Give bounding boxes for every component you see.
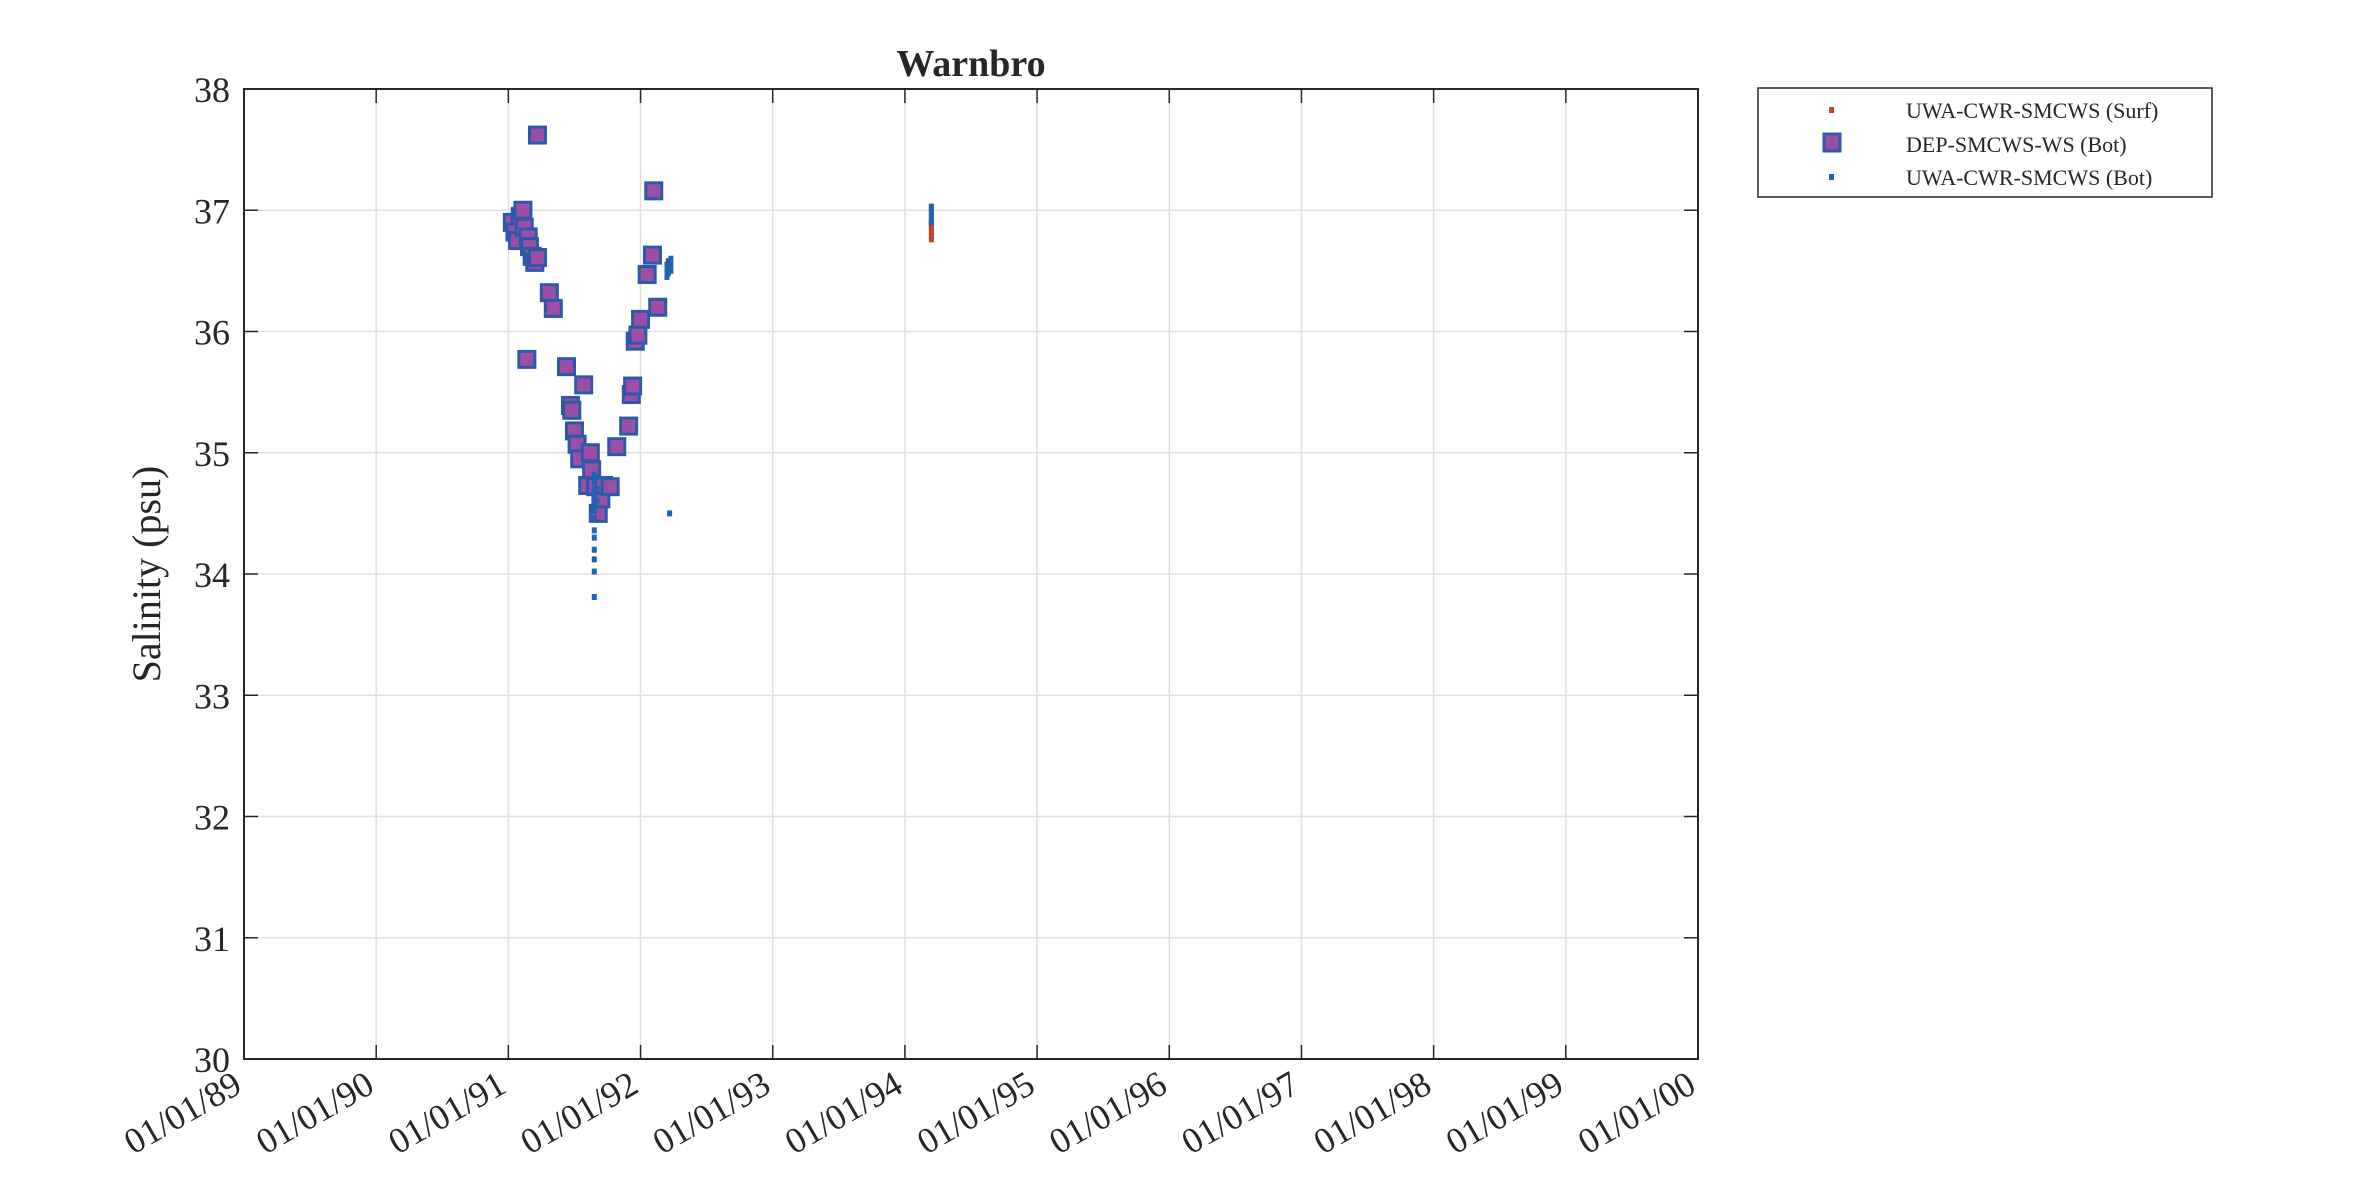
legend: UWA-CWR-SMCWS (Surf) DEP-SMCWS-WS (Bot) …: [1757, 87, 2213, 198]
data-point-surf: [928, 232, 934, 239]
data-point-bot: [928, 213, 934, 220]
data-point-dep: [539, 283, 559, 303]
data-point-dep: [648, 297, 668, 317]
data-point-bot: [591, 493, 597, 500]
y-tick-label: 30: [194, 1040, 230, 1080]
data-point-dep: [644, 181, 664, 201]
data-point-dep: [619, 416, 639, 436]
x-tick-labels: 01/01/89 01/01/90 01/01/91 01/01/92 01/01/93…: [117, 1063, 1702, 1162]
x-tick-label: 01/01/94: [778, 1063, 909, 1162]
data-point-bot: [591, 478, 597, 485]
data-point-bot: [591, 534, 597, 541]
data-point-dep: [628, 325, 648, 345]
data-point-dep: [543, 298, 563, 318]
x-tick-label: 01/01/90: [249, 1063, 380, 1162]
legend-marker-bot: [1829, 174, 1834, 180]
x-tick-label: 01/01/96: [1042, 1063, 1173, 1162]
x-tick-label: 01/01/97: [1175, 1063, 1306, 1162]
data-point-dep: [637, 265, 657, 285]
data-point-dep: [600, 477, 620, 497]
y-tick-label: 35: [194, 434, 230, 474]
data-point-bot: [668, 267, 674, 274]
data-point-bot: [591, 556, 597, 563]
data-point-dep: [562, 400, 582, 420]
data-point-bot: [667, 510, 673, 517]
data-point-bot: [591, 546, 597, 553]
data-point-dep: [580, 443, 600, 463]
y-tick-label: 38: [194, 70, 230, 110]
data-point-dep: [513, 200, 533, 220]
legend-label-surf: UWA-CWR-SMCWS (Surf): [1906, 98, 2158, 123]
x-tick-label: 01/01/95: [910, 1063, 1041, 1162]
data-point-bot: [928, 203, 934, 210]
axes: [243, 88, 1699, 1060]
data-point-bot: [594, 474, 600, 480]
data-point-bot: [668, 255, 674, 262]
legend-label-bot: UWA-CWR-SMCWS (Bot): [1906, 165, 2152, 190]
data-point-bot: [664, 261, 670, 268]
data-point-bot: [594, 486, 600, 493]
legend-entry-bot: UWA-CWR-SMCWS (Bot): [1829, 165, 2152, 190]
data-point-dep: [607, 437, 627, 457]
x-tick-label: 01/01/93: [646, 1063, 777, 1162]
data-layer: [502, 125, 934, 601]
y-tick-label: 37: [194, 191, 230, 231]
data-point-bot: [594, 498, 600, 505]
legend-label-dep: DEP-SMCWS-WS (Bot): [1906, 132, 2127, 157]
legend-marker-surf: [1829, 107, 1834, 113]
y-tick-label: 34: [194, 555, 230, 595]
y-tick-label: 31: [194, 919, 230, 959]
legend-marker-dep: [1822, 132, 1842, 153]
data-point-dep: [623, 376, 643, 396]
data-point-surf: [928, 225, 934, 232]
y-tick-label: 36: [194, 313, 230, 353]
data-point-dep: [517, 349, 537, 369]
data-point-bot: [665, 258, 671, 265]
data-point-bot: [591, 486, 597, 493]
data-point-bot: [665, 270, 671, 277]
data-point-bot: [591, 527, 597, 534]
x-tick-label: 01/01/98: [1307, 1063, 1438, 1162]
data-point-bot: [928, 216, 934, 223]
x-tick-label: 01/01/91: [381, 1063, 512, 1162]
data-point-bot: [668, 261, 674, 268]
data-point-surf: [928, 229, 934, 236]
x-tick-label: 01/01/99: [1439, 1063, 1570, 1162]
data-point-bot: [591, 568, 597, 575]
data-point-bot: [591, 594, 597, 601]
data-point-dep: [557, 357, 577, 377]
data-point-bot: [664, 273, 670, 280]
x-tick-label: 01/01/92: [514, 1063, 645, 1162]
data-point-bot: [665, 265, 671, 272]
y-tick-label: 33: [194, 676, 230, 716]
y-tick-label: 32: [194, 798, 230, 838]
y-tick-labels: 30 31 32 33 34 35 36 37 38: [194, 70, 230, 1080]
data-point-dep: [642, 245, 662, 265]
data-point-bot: [591, 500, 597, 507]
x-tick-label: 01/01/00: [1571, 1063, 1702, 1162]
x-tick-label: 01/01/89: [117, 1063, 248, 1162]
data-point-bot: [928, 207, 934, 214]
data-point-surf: [928, 236, 934, 243]
axes-frame: [243, 88, 1699, 1060]
y-axis-label: Salinity (psu): [124, 466, 169, 683]
legend-entry-dep: DEP-SMCWS-WS (Bot): [1822, 132, 2127, 157]
data-point-dep: [631, 309, 651, 329]
data-point-dep: [527, 125, 547, 145]
data-point-dep: [527, 248, 547, 268]
data-point-dep: [574, 375, 594, 395]
legend-entry-surf: UWA-CWR-SMCWS (Surf): [1829, 98, 2158, 123]
chart-title: Warnbro: [896, 43, 1045, 85]
data-point-bot: [591, 507, 597, 514]
data-point-bot: [591, 515, 597, 522]
data-point-bot: [591, 471, 597, 478]
